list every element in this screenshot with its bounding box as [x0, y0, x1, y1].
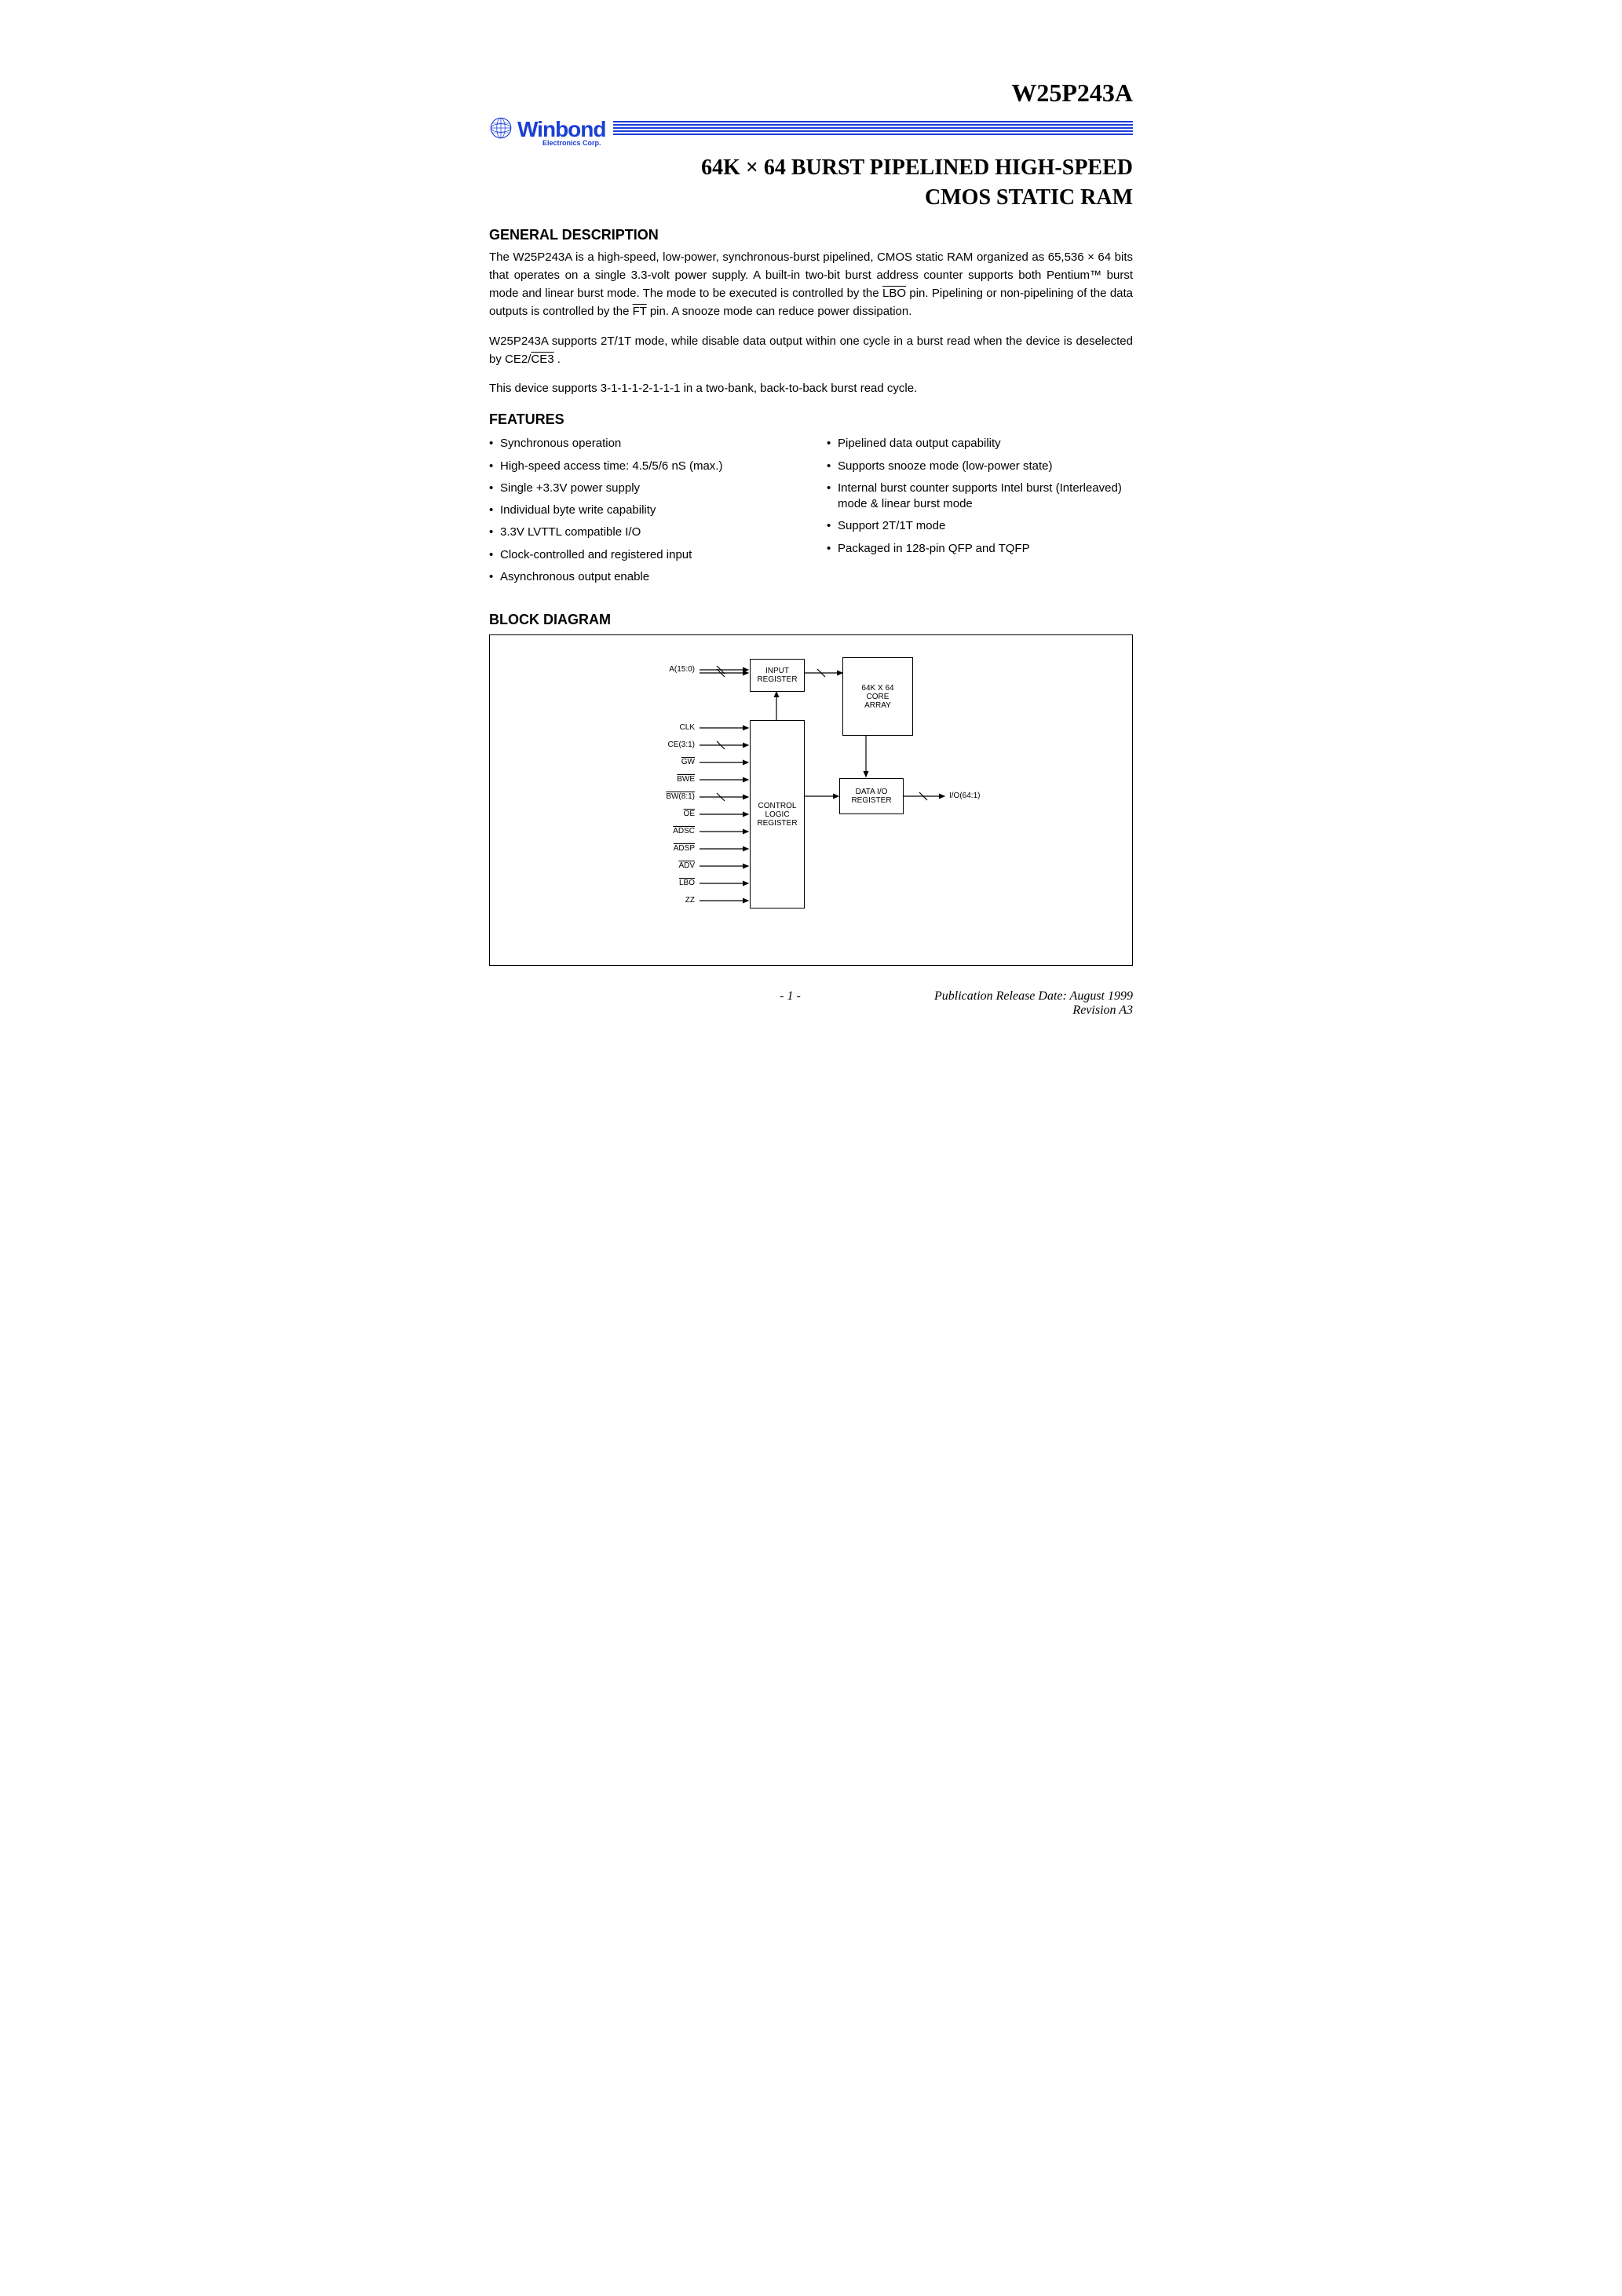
section-features: FEATURES — [489, 411, 1133, 428]
signal-label: A(15:0) — [640, 665, 695, 674]
lbo-pin: LBO — [882, 287, 906, 300]
features-left: Synchronous operation High-speed access t… — [489, 436, 795, 591]
footer-pubdate: Publication Release Date: August 1999 — [934, 989, 1133, 1004]
feature-item: 3.3V LVTTL compatible I/O — [489, 525, 795, 540]
feature-item: Clock-controlled and registered input — [489, 547, 795, 563]
signal-label: OE — [640, 810, 695, 818]
page-footer: - 1 - Publication Release Date: August 1… — [489, 989, 1133, 1018]
signal-label: ADV — [640, 861, 695, 870]
section-block-diagram: BLOCK DIAGRAM — [489, 612, 1133, 628]
signal-label: BW(8:1) — [640, 792, 695, 801]
title-line2: CMOS STATIC RAM — [925, 185, 1133, 210]
block-diagram: INPUTREGISTER 64K X 64COREARRAY CONTROLL… — [607, 651, 1015, 949]
desc-para2: W25P243A supports 2T/1T mode, while disa… — [489, 332, 1133, 369]
header-rule — [613, 121, 1133, 135]
feature-item: High-speed access time: 4.5/5/6 nS (max.… — [489, 459, 795, 474]
feature-item: Single +3.3V power supply — [489, 481, 795, 496]
part-number: W25P243A — [489, 79, 1133, 108]
signal-label: ADSC — [640, 827, 695, 835]
box-input-register: INPUTREGISTER — [750, 659, 805, 692]
signal-label: CLK — [640, 723, 695, 732]
signal-label: GW — [640, 758, 695, 766]
logo-tagline: Electronics Corp. — [542, 139, 1133, 147]
globe-icon — [489, 116, 513, 140]
desc-para1: The W25P243A is a high-speed, low-power,… — [489, 248, 1133, 321]
feature-item: Packaged in 128-pin QFP and TQFP — [827, 541, 1133, 557]
signal-label: CE(3:1) — [640, 740, 695, 749]
feature-item: Support 2T/1T mode — [827, 518, 1133, 534]
block-diagram-frame: INPUTREGISTER 64K X 64COREARRAY CONTROLL… — [489, 634, 1133, 966]
ft-pin: FT — [633, 305, 647, 318]
label-io: I/O(64:1) — [949, 792, 980, 800]
box-core-array: 64K X 64COREARRAY — [842, 657, 913, 736]
desc-p2a: W25P243A supports 2T/1T mode, while disa… — [489, 335, 1133, 366]
feature-item: Synchronous operation — [489, 436, 795, 452]
logo-text: Winbond — [517, 117, 605, 142]
section-general-description: GENERAL DESCRIPTION — [489, 227, 1133, 243]
logo-row: Winbond — [489, 115, 1133, 141]
document-title: 64K × 64 BURST PIPELINED HIGH-SPEED CMOS… — [489, 153, 1133, 213]
signal-label: ADSP — [640, 844, 695, 853]
feature-item: Individual byte write capability — [489, 503, 795, 518]
footer-page-number: - 1 - — [646, 989, 934, 1018]
feature-item: Supports snooze mode (low-power state) — [827, 459, 1133, 474]
title-line1: 64K × 64 BURST PIPELINED HIGH-SPEED — [701, 155, 1133, 180]
desc-p1c: pin. A snooze mode can reduce power diss… — [647, 305, 912, 318]
desc-p2b: . — [554, 353, 561, 366]
feature-item: Pipelined data output capability — [827, 436, 1133, 452]
box-control-logic: CONTROLLOGICREGISTER — [750, 720, 805, 909]
feature-item: Internal burst counter supports Intel bu… — [827, 481, 1133, 513]
features-columns: Synchronous operation High-speed access t… — [489, 433, 1133, 591]
box-data-io: DATA I/OREGISTER — [839, 778, 904, 814]
signal-label: BWE — [640, 775, 695, 784]
signal-label: LBO — [640, 879, 695, 887]
footer-revision: Revision A3 — [934, 1004, 1133, 1018]
ce3-pin: CE3 — [531, 353, 553, 366]
desc-para3: This device supports 3-1-1-1-2-1-1-1 in … — [489, 379, 1133, 397]
features-right: Pipelined data output capability Supports… — [827, 436, 1133, 591]
feature-item: Asynchronous output enable — [489, 569, 795, 585]
signal-label: ZZ — [640, 896, 695, 905]
